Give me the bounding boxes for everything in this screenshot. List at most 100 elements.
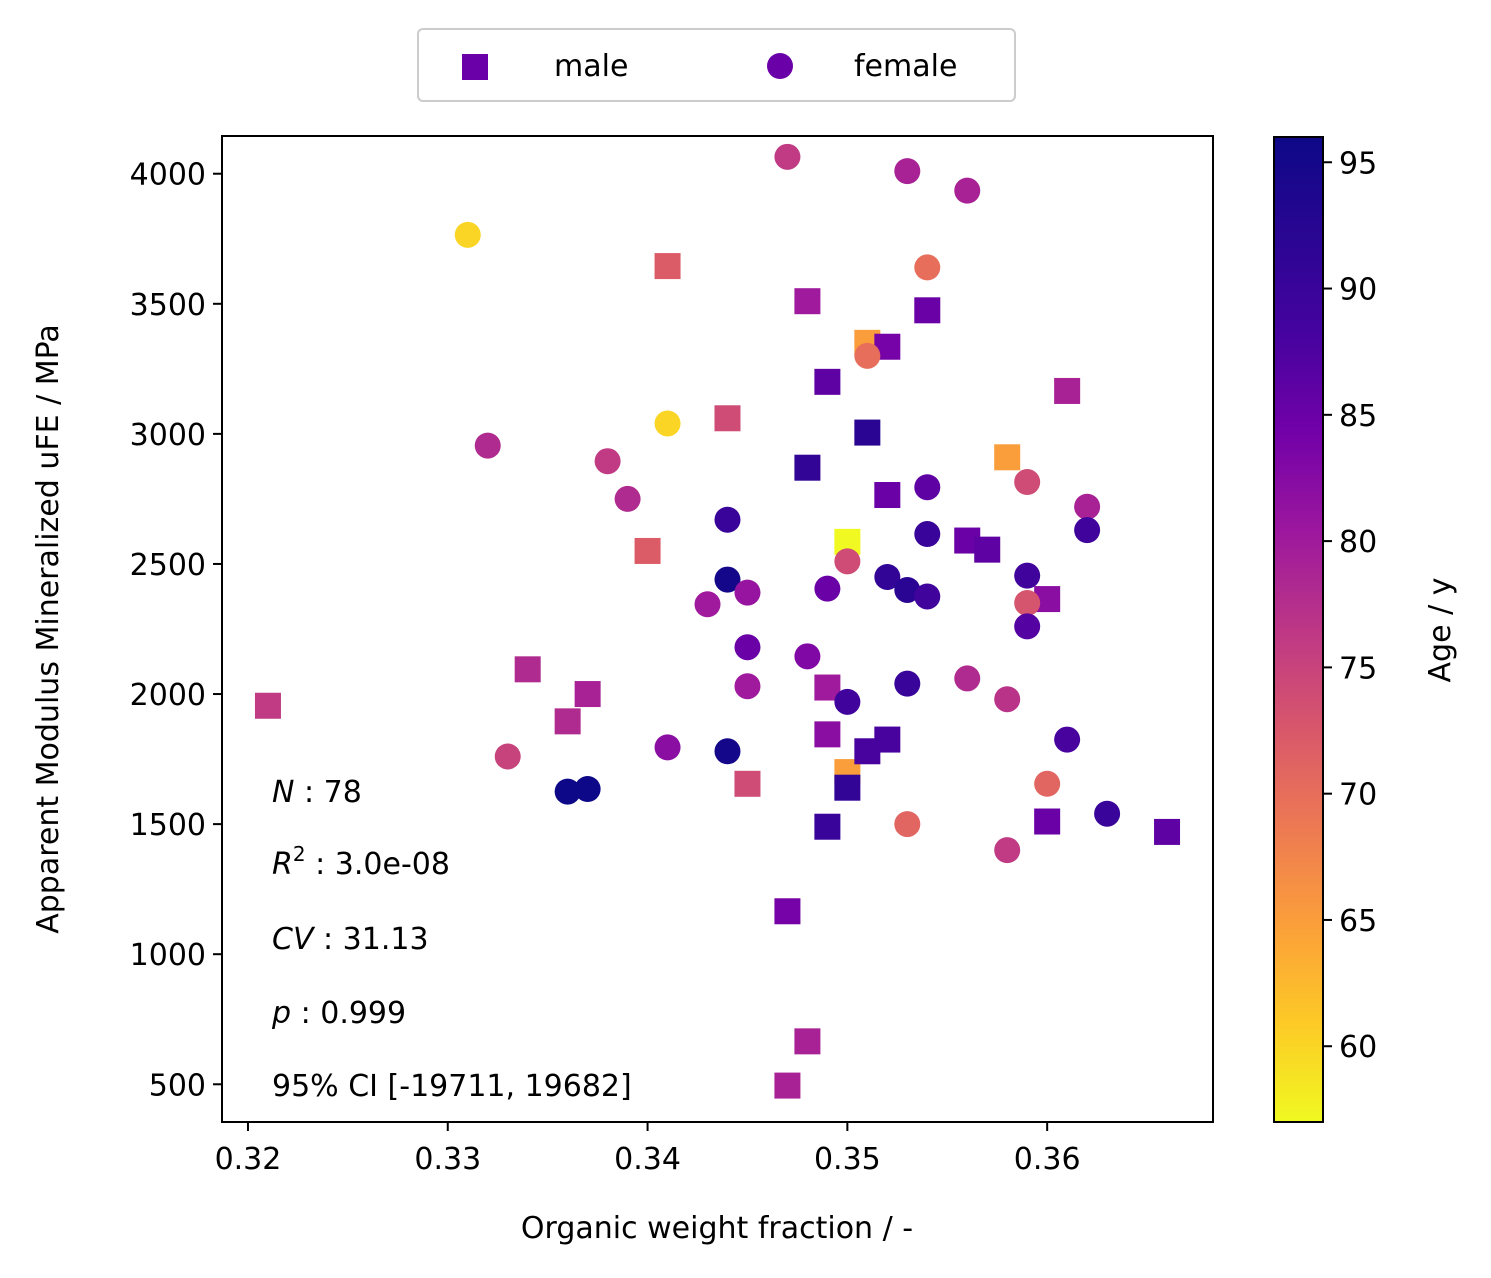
male-point bbox=[914, 297, 941, 324]
annotation-ci: 95% CI [-19711, 19682] bbox=[272, 1069, 632, 1104]
y-tick-label: 1000 bbox=[130, 938, 206, 973]
female-point bbox=[614, 485, 641, 512]
female-point bbox=[1074, 517, 1101, 544]
y-tick-label: 2500 bbox=[130, 548, 206, 583]
female-point bbox=[834, 688, 861, 715]
female-point bbox=[594, 448, 621, 475]
female-point bbox=[874, 563, 901, 590]
female-point bbox=[694, 591, 721, 618]
female-point bbox=[914, 254, 941, 281]
annotation-r2-superscript: 2 bbox=[293, 842, 306, 866]
male-point bbox=[714, 405, 741, 432]
colorbar-tick-label: 95 bbox=[1339, 146, 1377, 181]
female-point bbox=[894, 670, 921, 697]
annotation-n: N : 78 bbox=[272, 775, 362, 810]
male-point bbox=[554, 708, 581, 735]
female-point bbox=[834, 548, 861, 575]
male-point bbox=[834, 774, 861, 801]
y-tick-label: 3500 bbox=[130, 288, 206, 323]
x-tick-label: 0.32 bbox=[215, 1142, 282, 1177]
female-point bbox=[554, 778, 581, 805]
female-point bbox=[1014, 589, 1041, 616]
female-point bbox=[454, 221, 481, 248]
female-point bbox=[994, 686, 1021, 713]
colorbar-tick-label: 65 bbox=[1339, 904, 1377, 939]
male-point bbox=[854, 419, 881, 446]
female-point bbox=[574, 775, 601, 802]
colorbar-tick-label: 60 bbox=[1339, 1030, 1377, 1065]
colorbar-tick-label: 90 bbox=[1339, 273, 1377, 308]
male-point bbox=[794, 1028, 821, 1055]
female-point bbox=[814, 575, 841, 602]
male-point bbox=[774, 1072, 801, 1099]
male-point bbox=[634, 537, 661, 564]
male-point bbox=[974, 536, 1001, 563]
annotation-r2-value: : 3.0e-08 bbox=[306, 847, 450, 882]
colorbar-tick-label: 80 bbox=[1339, 525, 1377, 560]
annotation-cv-value: : 31.13 bbox=[313, 922, 428, 957]
male-point bbox=[1034, 808, 1061, 835]
annotation-p: p : 0.999 bbox=[271, 996, 406, 1031]
male-point bbox=[814, 813, 841, 840]
stats-annotations: N : 78 R2 : 3.0e-08 CV : 31.13 p : 0.999… bbox=[271, 775, 632, 1104]
x-tick-label: 0.34 bbox=[614, 1142, 681, 1177]
male-point bbox=[874, 726, 901, 753]
legend-female-label: female bbox=[854, 49, 957, 84]
plot-area bbox=[222, 136, 1213, 1122]
legend-female-marker bbox=[767, 53, 793, 79]
y-axis-label: Apparent Modulus Mineralized uFE / MPa bbox=[31, 324, 66, 934]
female-point bbox=[734, 579, 761, 606]
legend: male female bbox=[417, 28, 1016, 102]
female-point bbox=[654, 734, 681, 761]
female-point bbox=[894, 811, 921, 838]
male-point bbox=[794, 454, 821, 481]
annotation-cv-symbol: CV bbox=[272, 922, 316, 957]
female-point bbox=[1054, 726, 1081, 753]
annotation-p-symbol: p bbox=[271, 996, 291, 1031]
male-point bbox=[814, 368, 841, 395]
female-point bbox=[654, 410, 681, 437]
male-point bbox=[794, 288, 821, 315]
y-tick-label: 4000 bbox=[130, 158, 206, 193]
plot-frame bbox=[221, 135, 1214, 1123]
female-point bbox=[894, 158, 921, 185]
colorbar-tick-label: 70 bbox=[1339, 778, 1377, 813]
female-point bbox=[1014, 469, 1041, 496]
female-point bbox=[474, 432, 501, 459]
male-point bbox=[774, 898, 801, 925]
female-point bbox=[994, 837, 1021, 864]
legend-male-label: male bbox=[554, 49, 628, 84]
female-point bbox=[954, 177, 981, 204]
female-point bbox=[734, 634, 761, 661]
colorbar-tick-label: 85 bbox=[1339, 399, 1377, 434]
x-axis-label: Organic weight fraction / - bbox=[521, 1211, 913, 1246]
male-point bbox=[814, 721, 841, 748]
male-point bbox=[1054, 377, 1081, 404]
male-point bbox=[1154, 818, 1181, 845]
annotation-p-value: : 0.999 bbox=[291, 996, 406, 1031]
male-point bbox=[654, 253, 681, 280]
y-tick-label: 1500 bbox=[130, 808, 206, 843]
female-point bbox=[854, 342, 881, 369]
female-point bbox=[1074, 493, 1101, 520]
female-point bbox=[1034, 770, 1061, 797]
female-point bbox=[494, 743, 521, 770]
colorbar-label: Age / y bbox=[1423, 578, 1458, 683]
female-point bbox=[894, 576, 921, 603]
female-point bbox=[914, 474, 941, 501]
female-point bbox=[1014, 562, 1041, 589]
y-tick-label: 3000 bbox=[130, 418, 206, 453]
female-point bbox=[714, 738, 741, 765]
y-tick-label: 500 bbox=[149, 1068, 206, 1103]
female-point bbox=[794, 643, 821, 670]
female-point bbox=[734, 673, 761, 700]
colorbar: 60 65 70 75 80 85 90 95 Age / y bbox=[1273, 136, 1458, 1123]
female-point bbox=[714, 506, 741, 533]
female-point bbox=[714, 566, 741, 593]
data-points bbox=[254, 143, 1181, 1099]
annotation-r2: R2 : 3.0e-08 bbox=[272, 842, 450, 882]
annotation-cv: CV : 31.13 bbox=[272, 922, 429, 957]
male-point bbox=[514, 656, 541, 683]
x-tick-label: 0.36 bbox=[1014, 1142, 1081, 1177]
